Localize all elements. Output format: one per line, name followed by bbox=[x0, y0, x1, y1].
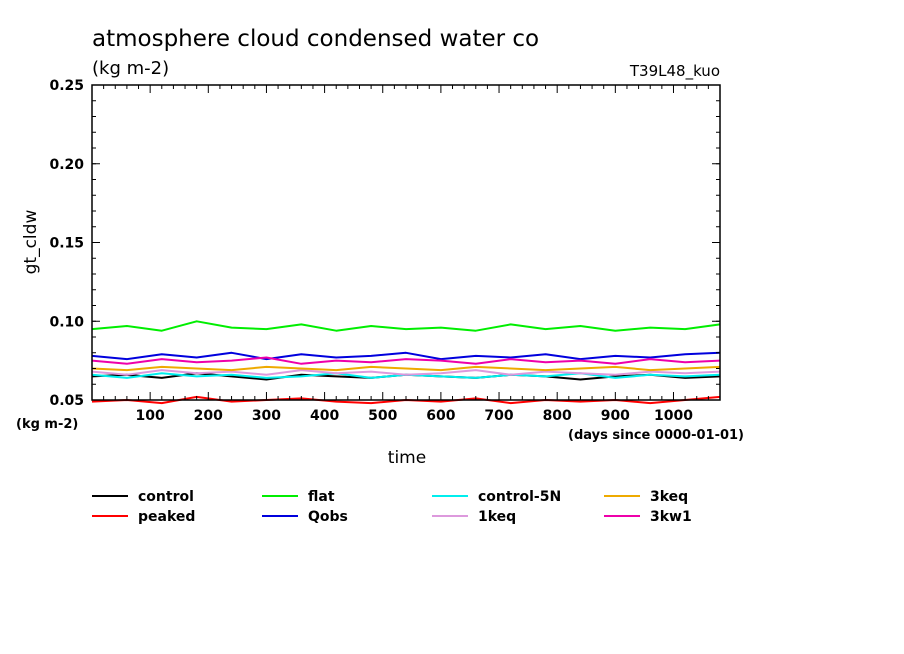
chart-title: atmosphere cloud condensed water co bbox=[92, 26, 539, 52]
legend-label: 3kw1 bbox=[650, 509, 692, 525]
series-line-8 bbox=[91, 356, 721, 365]
x-tick-label: 600 bbox=[426, 408, 455, 424]
chart-subtitle: (kg m-2) bbox=[92, 58, 169, 79]
x-tick-label: 800 bbox=[543, 408, 572, 424]
x-tick-label: 200 bbox=[194, 408, 223, 424]
y-tick-label: 0.25 bbox=[49, 78, 84, 94]
x-tick-label: 400 bbox=[310, 408, 339, 424]
legend-label: 1keq bbox=[478, 509, 516, 525]
legend-label: control bbox=[138, 489, 194, 505]
legend-label: flat bbox=[308, 489, 335, 505]
x-tick-label: 700 bbox=[484, 408, 513, 424]
y-tick-label: 0.05 bbox=[49, 393, 84, 409]
legend-label: Qobs bbox=[308, 509, 348, 525]
series-line-4 bbox=[91, 351, 721, 361]
legend-label: 3keq bbox=[650, 489, 688, 505]
x-tick-label: 1000 bbox=[654, 408, 693, 424]
legend-label: peaked bbox=[138, 509, 195, 525]
series-line-6 bbox=[91, 369, 721, 376]
x-axis-label: time bbox=[388, 448, 426, 468]
series-layer bbox=[91, 320, 721, 405]
run-label: T39L48_kuo bbox=[629, 62, 720, 81]
x-tick-label: 300 bbox=[252, 408, 281, 424]
y-tick-label: 0.15 bbox=[49, 236, 84, 252]
x-axis-unit: (days since 0000-01-01) bbox=[568, 428, 744, 443]
y-tick-label: 0.20 bbox=[49, 157, 84, 173]
y-tick-label: 0.10 bbox=[49, 314, 84, 330]
legend: control peaked flat Qobs control-5N 1keq 3keq 3… bbox=[92, 489, 692, 525]
series-line-3 bbox=[91, 320, 721, 332]
y-axis-label: gt_cldw bbox=[21, 210, 41, 275]
x-tick-label: 500 bbox=[368, 408, 397, 424]
series-line-7 bbox=[91, 365, 721, 372]
tick-layer: 100 200 300 400 500 600 700 800 900 1000 0.05 0.10 0… bbox=[49, 78, 720, 424]
x-tick-label: 900 bbox=[601, 408, 630, 424]
legend-label: control-5N bbox=[478, 489, 561, 505]
y-axis-unit: (kg m-2) bbox=[16, 417, 78, 432]
x-tick-label: 100 bbox=[136, 408, 165, 424]
